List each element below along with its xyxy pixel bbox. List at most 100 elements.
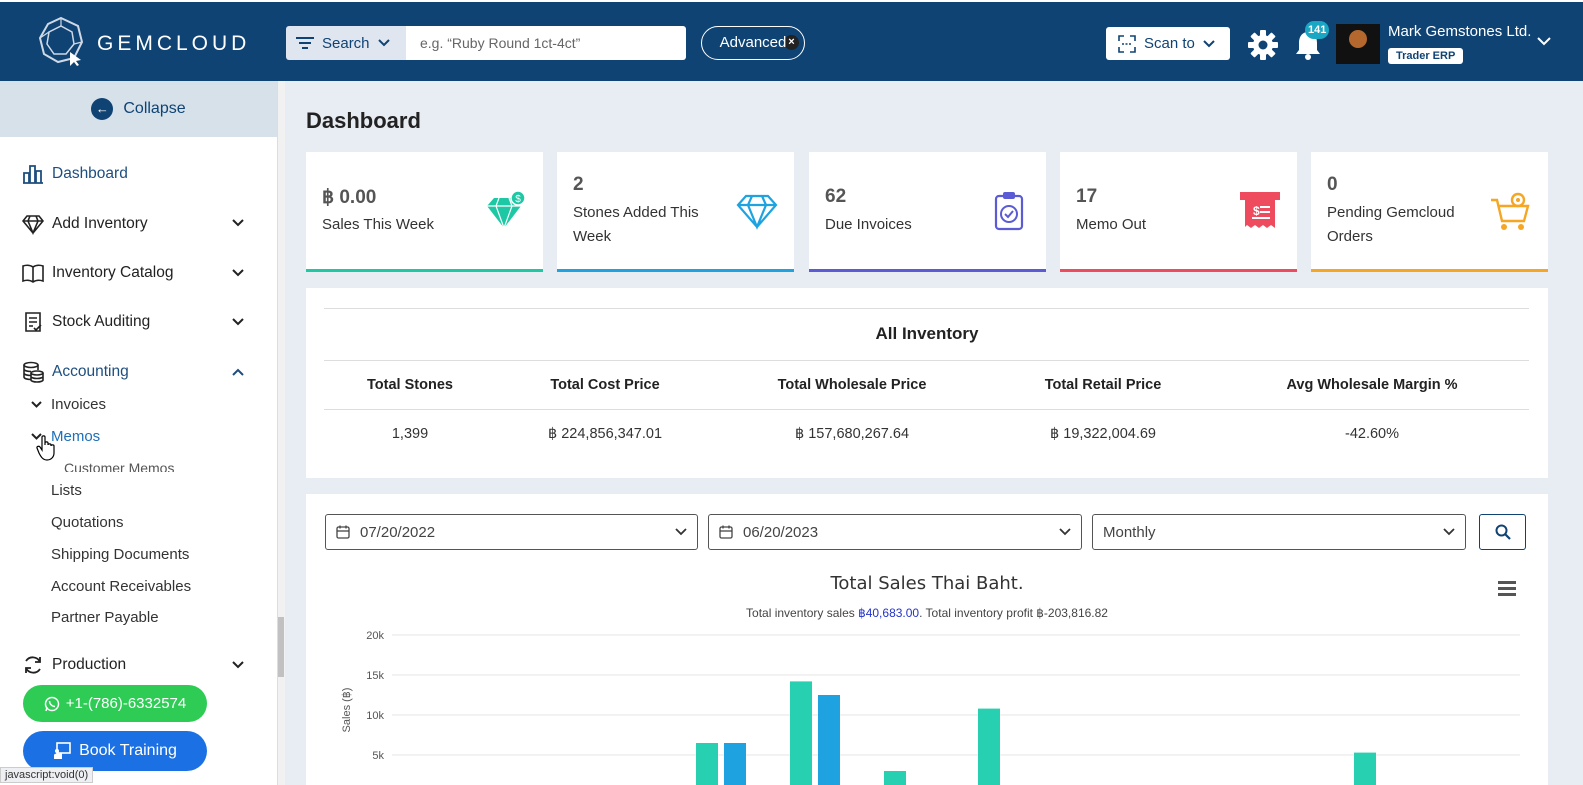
scan-icon [1118,34,1136,53]
sales-bar [790,681,812,785]
kpi-card-pending-orders[interactable]: 0 Pending Gemcloud Orders [1311,152,1548,272]
chart-subtitle-sales: ฿40,683.00 [858,606,920,620]
y-tick-label: 10k [366,710,384,722]
refresh-icon [25,656,41,674]
company-name[interactable]: Mark Gemstones Ltd. [1388,23,1532,40]
inventory-value-total-cost: ฿ 224,856,347.01 [547,426,663,442]
inventory-title: All Inventory [875,324,979,343]
inventory-header-total-wholesale: Total Wholesale Price [777,377,927,393]
hand-cursor-icon [36,435,55,461]
sidebar: ← Collapse Dashboard Add Inventory Inven… [0,81,277,785]
sidebar-item-add-inventory[interactable]: Add Inventory [22,213,148,235]
sidebar-item-accounting[interactable]: Accounting [22,361,129,383]
start-date-value: 07/20/2022 [360,523,436,541]
inventory-header-total-retail: Total Retail Price [1044,377,1162,393]
filter-icon [296,37,314,49]
user-menu-chevron-icon[interactable] [1537,37,1551,46]
clipboard-check-icon [994,192,1024,231]
kpi-card-due-invoices[interactable]: 62 Due Invoices [809,152,1046,272]
sales-bar-chart: 20k 15k 10k 5k Sales (฿) [341,630,1520,785]
company-logo[interactable] [1336,24,1380,64]
divider [324,360,1529,361]
sidebar-item-memos[interactable]: Memos [51,428,101,445]
sidebar-item-production[interactable]: Production [22,654,126,676]
chart-subtitle-prefix: Total inventory sales [746,606,859,620]
sidebar-item-customer-memos[interactable]: Customer Memos [64,460,175,472]
diamond-icon [22,215,44,235]
chevron-down-icon[interactable] [31,433,42,440]
sidebar-item-partner-payable[interactable]: Partner Payable [51,609,159,626]
start-date-picker[interactable]: 07/20/2022 [325,514,698,550]
sidebar-item-label: Stock Auditing [52,313,151,330]
notification-count-badge: 141 [1305,21,1330,39]
sidebar-scrollbar[interactable] [277,81,285,785]
end-date-picker[interactable]: 06/20/2023 [708,514,1082,550]
kpi-accent-bar [1060,269,1297,272]
y-tick-label: 20k [366,630,384,642]
kpi-accent-bar [557,269,794,272]
book-training-label: Book Training [79,742,177,759]
sales-bar [724,743,746,785]
kpi-card-sales-this-week[interactable]: ฿ 0.00 Sales This Week $ [306,152,543,272]
search-filter-button[interactable]: Search [286,26,406,60]
whatsapp-contact-button[interactable]: +1-(786)-6332574 [23,685,207,722]
sidebar-item-quotations[interactable]: Quotations [51,514,124,531]
sidebar-item-invoices[interactable]: Invoices [51,396,107,413]
sidebar-item-label: Accounting [52,363,129,380]
chevron-down-icon [675,528,687,536]
scan-to-button[interactable]: Scan to [1106,27,1230,60]
sales-bar [696,743,718,785]
chevron-down-icon[interactable] [232,219,244,227]
cart-gear-icon [1491,192,1530,230]
kpi-value: 62 [825,186,847,207]
kpi-value: ฿ 0.00 [322,187,377,208]
period-select[interactable]: Monthly [1092,514,1466,550]
sidebar-scrollbar-thumb[interactable] [278,617,284,677]
chevron-down-icon[interactable] [31,401,42,408]
kpi-label: Pending Gemcloud Orders [1327,204,1455,245]
sidebar-item-account-receivables[interactable]: Account Receivables [51,578,192,595]
sales-bar [818,695,840,785]
chevron-up-icon[interactable] [232,368,244,376]
chart-subtitle: Total inventory sales ฿40,683.00. Total … [306,606,1548,620]
sales-bar [978,708,1000,785]
sidebar-item-label: Add Inventory [52,215,148,232]
book-training-button[interactable]: Book Training [23,731,207,771]
sidebar-item-shipping-documents[interactable]: Shipping Documents [51,546,190,563]
apply-filter-search-button[interactable] [1479,514,1526,550]
kpi-card-stones-added[interactable]: 2 Stones Added This Week [557,152,794,272]
inventory-header-total-stones: Total Stones [367,377,453,393]
whatsapp-label: +1-(786)-6332574 [65,695,187,712]
diamond-dollar-icon: $ [487,190,526,230]
chevron-down-icon [1203,39,1215,47]
inventory-value-total-retail: ฿ 19,322,004.69 [1050,426,1156,442]
kpi-card-memo-out[interactable]: 17 Memo Out $ [1060,152,1297,272]
sidebar-item-label: Dashboard [52,165,128,182]
sidebar-item-dashboard[interactable]: Dashboard [22,163,128,185]
search-input[interactable] [406,26,686,60]
chevron-down-icon[interactable] [232,318,244,326]
chevron-down-icon [377,39,390,47]
sidebar-item-lists[interactable]: Lists [51,482,82,499]
sidebar-item-label: Production [52,656,127,673]
brand-name: GEMCLOUD [97,32,251,55]
sidebar-item-label: Inventory Catalog [52,264,174,281]
sidebar-item-inventory-catalog[interactable]: Inventory Catalog [22,262,174,284]
period-value: Monthly [1103,523,1156,541]
advanced-search-button[interactable]: Advanced [701,26,805,60]
sidebar-item-stock-auditing[interactable]: Stock Auditing [22,311,150,333]
settings-gear-icon[interactable] [1247,29,1279,61]
coins-icon [23,361,44,383]
search-filter-label: Search [322,34,370,52]
chart-menu-icon[interactable] [1498,581,1516,599]
chevron-down-icon[interactable] [232,661,244,669]
gemcloud-logo-icon[interactable] [38,16,84,66]
end-date-value: 06/20/2023 [743,523,819,541]
collapse-sidebar-button[interactable]: ← Collapse [0,81,277,137]
chevron-down-icon[interactable] [232,269,244,277]
kpi-value: 2 [573,174,584,195]
search-icon [1495,524,1511,540]
inventory-header-total-cost: Total Cost Price [550,377,660,393]
kpi-label: Stones Added This Week [573,204,699,245]
kpi-label: Sales This Week [322,216,434,233]
